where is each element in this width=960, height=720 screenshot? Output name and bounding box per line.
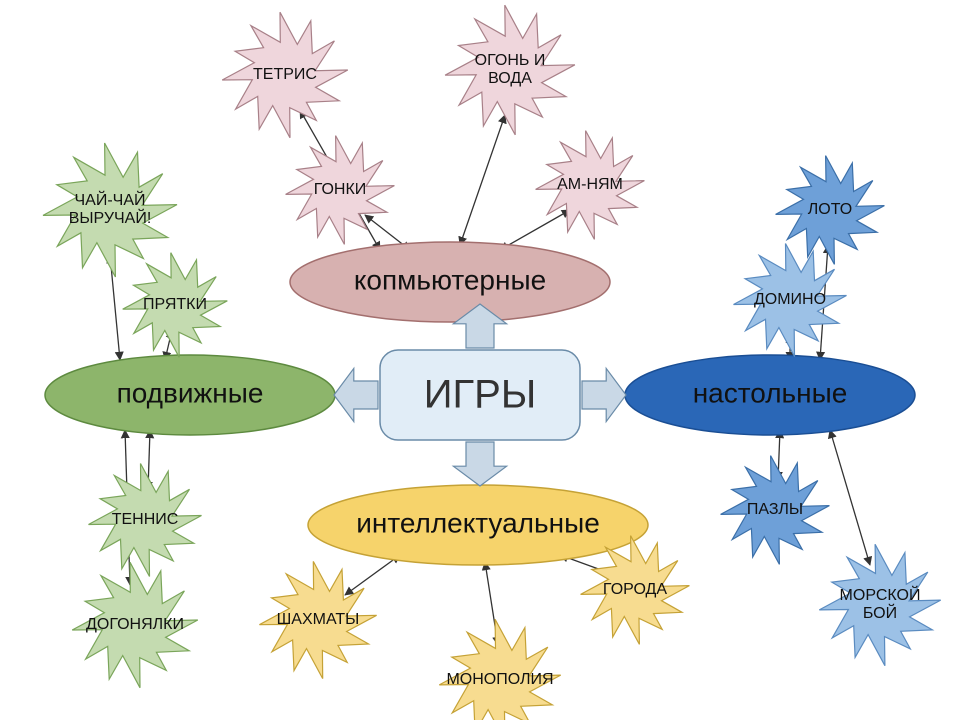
item-label: ЧАЙ-ЧАЙ [75, 190, 146, 209]
item-computer-2: ГОНКИ [286, 136, 395, 245]
item-label: ГОРОДА [603, 581, 667, 598]
item-active-7: ДОГОНЯЛКИ [72, 562, 198, 688]
item-label: ПРЯТКИ [143, 296, 207, 313]
shapes-layer: копмьютерные подвижные настольные интеллект… [43, 5, 941, 720]
item-label: ТЕТРИС [253, 66, 317, 83]
category-active: подвижные [45, 355, 335, 435]
mindmap-canvas: копмьютерные подвижные настольные интеллект… [0, 0, 960, 720]
center-arrow-down [453, 442, 506, 486]
connector [830, 430, 870, 565]
item-label: ТЕННИС [112, 511, 179, 528]
item-board-9: ДОМИНО [734, 244, 847, 357]
item-active-4: ЧАЙ-ЧАЙВЫРУЧАЙ! [43, 143, 177, 277]
item-label: ДОМИНО [754, 291, 826, 308]
item-board-8: ЛОТО [776, 156, 885, 265]
item-label: МОНОПОЛИЯ [446, 671, 553, 688]
item-intellectual-13: МОНОПОЛИЯ [439, 619, 560, 720]
item-label: АМ-НЯМ [557, 176, 623, 193]
category-intellectual: интеллектуальные [308, 485, 648, 565]
category-board: настольные [625, 355, 915, 435]
item-label: ЛОТО [808, 201, 852, 218]
item-label: ШАХМАТЫ [277, 611, 360, 628]
item-active-5: ПРЯТКИ [123, 253, 228, 358]
item-label: МОРСКОЙ [840, 585, 921, 604]
item-label: ВОДА [488, 70, 532, 87]
item-computer-1: ОГОНЬ ИВОДА [445, 5, 575, 135]
connector [460, 115, 505, 245]
item-label: ГОНКИ [314, 181, 367, 198]
center-arrow-right [582, 368, 626, 421]
item-intellectual-12: ШАХМАТЫ [259, 561, 376, 678]
item-computer-3: АМ-НЯМ [536, 131, 645, 240]
item-board-11: МОРСКОЙБОЙ [819, 544, 940, 665]
item-board-10: ПАЗЛЫ [721, 456, 830, 565]
category-label: интеллектуальные [356, 507, 600, 538]
item-label: ВЫРУЧАЙ! [69, 208, 152, 227]
category-label: подвижные [117, 377, 264, 408]
item-label: БОЙ [863, 603, 897, 622]
center-node: ИГРЫ [334, 304, 626, 486]
center-label: ИГРЫ [424, 373, 537, 417]
center-arrow-left [334, 368, 378, 421]
category-label: настольные [693, 377, 848, 408]
item-label: ПАЗЛЫ [747, 501, 803, 518]
connector [345, 555, 400, 595]
connector [500, 210, 570, 250]
item-active-6: ТЕННИС [89, 464, 202, 577]
item-computer-0: ТЕТРИС [222, 12, 348, 138]
category-computer: копмьютерные [290, 242, 610, 322]
item-label: ОГОНЬ И [475, 52, 546, 69]
item-label: ДОГОНЯЛКИ [86, 616, 184, 633]
category-label: копмьютерные [354, 264, 546, 295]
